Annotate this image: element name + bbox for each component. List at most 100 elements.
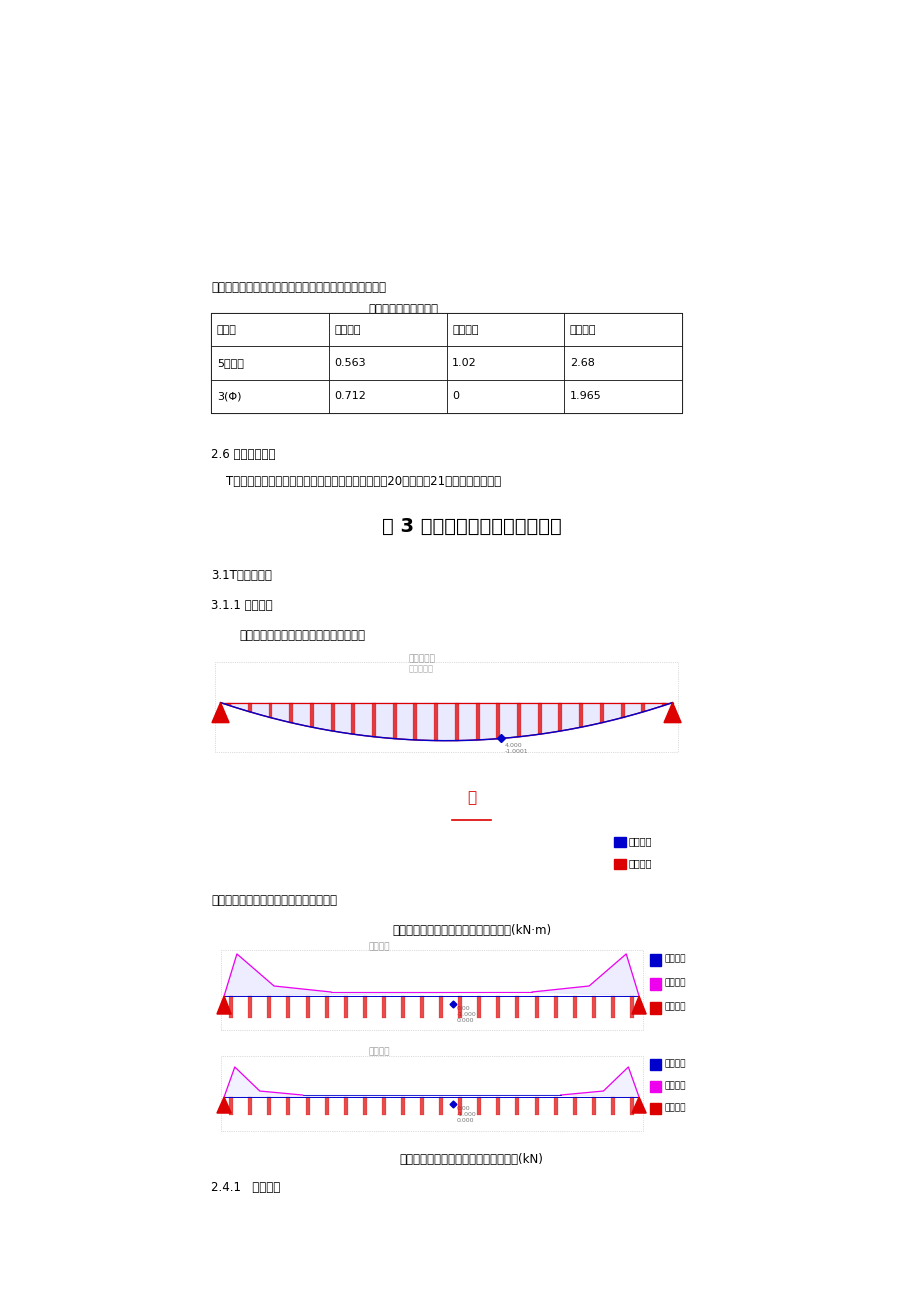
Bar [458, 1097, 461, 1115]
Text: 3(Φ): 3(Φ) [217, 392, 241, 401]
Text: 0: 0 [452, 392, 459, 401]
Bar [477, 1097, 481, 1115]
Bar [649, 1081, 661, 1092]
Bar [630, 997, 633, 1019]
Bar [362, 997, 367, 1019]
Text: 满人荷载: 满人荷载 [569, 325, 596, 334]
Bar [434, 703, 437, 740]
Bar [495, 703, 500, 739]
Text: 最大负弯矩: 最大负弯矩 [409, 664, 434, 673]
Text: 活载横向分布调整系数: 活载横向分布调整系数 [368, 303, 437, 316]
Bar [305, 1097, 309, 1115]
Bar [324, 1097, 328, 1115]
Bar [563, 380, 681, 412]
Bar [553, 1097, 557, 1115]
Bar [229, 1097, 233, 1115]
Bar [267, 1097, 271, 1115]
Text: 持久状况承载能力极限状态抗弯强度验算: 持久状况承载能力极限状态抗弯强度验算 [240, 628, 366, 641]
Bar [446, 380, 563, 412]
Bar [649, 1059, 661, 1069]
Bar [563, 346, 681, 380]
Text: 抗剪上限: 抗剪上限 [664, 978, 685, 987]
Text: 人群荷载: 人群荷载 [452, 325, 478, 334]
Text: 0.00
-1.000
0.000: 0.00 -1.000 0.000 [456, 1106, 476, 1123]
Bar [305, 997, 309, 1019]
Bar [591, 997, 596, 1019]
Bar [534, 997, 538, 1019]
Text: 最小弯力: 最小弯力 [368, 1047, 389, 1056]
Bar [610, 997, 614, 1019]
Text: 5（边）: 5（边） [217, 358, 244, 368]
Bar [515, 997, 519, 1019]
Bar [248, 1097, 252, 1115]
Bar [211, 314, 329, 346]
Polygon shape [217, 1097, 231, 1114]
Polygon shape [631, 1097, 645, 1114]
Text: 抗力弯矩: 抗力弯矩 [628, 859, 652, 868]
Bar [371, 703, 376, 736]
Bar [247, 703, 252, 712]
Bar [211, 380, 329, 412]
Bar [329, 346, 446, 380]
Bar [496, 997, 500, 1019]
Bar [614, 838, 625, 847]
Bar [401, 997, 404, 1019]
Bar [649, 954, 661, 965]
Text: 最大弯力: 最大弯力 [368, 942, 389, 951]
Bar [515, 1097, 519, 1115]
Bar [496, 1097, 500, 1115]
Text: 0.563: 0.563 [335, 358, 366, 368]
Polygon shape [224, 954, 639, 997]
Bar [516, 703, 520, 736]
Bar [330, 703, 335, 731]
Bar [649, 1103, 661, 1114]
Bar [221, 1055, 641, 1131]
Bar [438, 1097, 443, 1115]
Text: 2.68: 2.68 [569, 358, 594, 368]
Text: 横分系数根据杠杆法、刚性横梁法分别计算，取其大值。: 横分系数根据杠杆法、刚性横梁法分别计算，取其大值。 [211, 281, 386, 294]
Text: T梁根据结构几何尺寸及其施工顺序，将全桥划分为20个单元、21个节点进行计算。: T梁根据结构几何尺寸及其施工顺序，将全桥划分为20个单元、21个节点进行计算。 [225, 475, 500, 488]
Text: 持久状况承载能力极限状态抗弯强度图(kN·m): 持久状况承载能力极限状态抗弯强度图(kN·m) [391, 925, 550, 938]
Bar [329, 380, 446, 412]
Bar [351, 703, 355, 734]
Bar [344, 1097, 347, 1115]
Bar [267, 997, 271, 1019]
Bar [289, 703, 293, 722]
Bar [662, 703, 665, 705]
Bar [362, 1097, 367, 1115]
Text: 梁编号: 梁编号 [217, 325, 236, 334]
Bar [614, 860, 625, 869]
Bar [413, 703, 417, 740]
Bar [454, 703, 459, 740]
Text: 2.6 结构计算模型: 2.6 结构计算模型 [211, 448, 276, 461]
Bar [620, 703, 624, 718]
Text: 3.1.1 梁体计算: 3.1.1 梁体计算 [211, 598, 273, 611]
Bar [538, 703, 541, 734]
Bar [477, 997, 481, 1019]
Bar [438, 997, 443, 1019]
Bar [475, 703, 479, 740]
Text: 组合弯力: 组合弯力 [664, 1059, 685, 1068]
Bar [211, 314, 681, 412]
Text: 组合弯力: 组合弯力 [664, 954, 685, 963]
Text: 最大正弯矩: 最大正弯矩 [408, 654, 435, 664]
Bar [572, 997, 576, 1019]
Text: 第 3 章上部结构内力及验算结果: 第 3 章上部结构内力及验算结果 [381, 516, 561, 536]
Text: 持久状况承载能力极限状态抗剪强度验算: 持久状况承载能力极限状态抗剪强度验算 [211, 894, 337, 907]
Bar [381, 1097, 385, 1115]
Text: 设计弯矩: 设计弯矩 [628, 837, 652, 847]
Bar [221, 950, 641, 1029]
Bar [458, 997, 461, 1019]
Bar [610, 1097, 614, 1115]
Bar [446, 314, 563, 346]
Bar [329, 314, 446, 346]
Bar [599, 703, 603, 722]
Text: 极限抗力: 极限抗力 [664, 1002, 685, 1011]
Bar [420, 1097, 424, 1115]
Text: 极限抗力: 极限抗力 [664, 1103, 685, 1112]
Bar [310, 703, 313, 727]
Bar [579, 703, 583, 727]
Polygon shape [631, 997, 645, 1013]
Bar [558, 703, 562, 731]
Bar [630, 1097, 633, 1115]
